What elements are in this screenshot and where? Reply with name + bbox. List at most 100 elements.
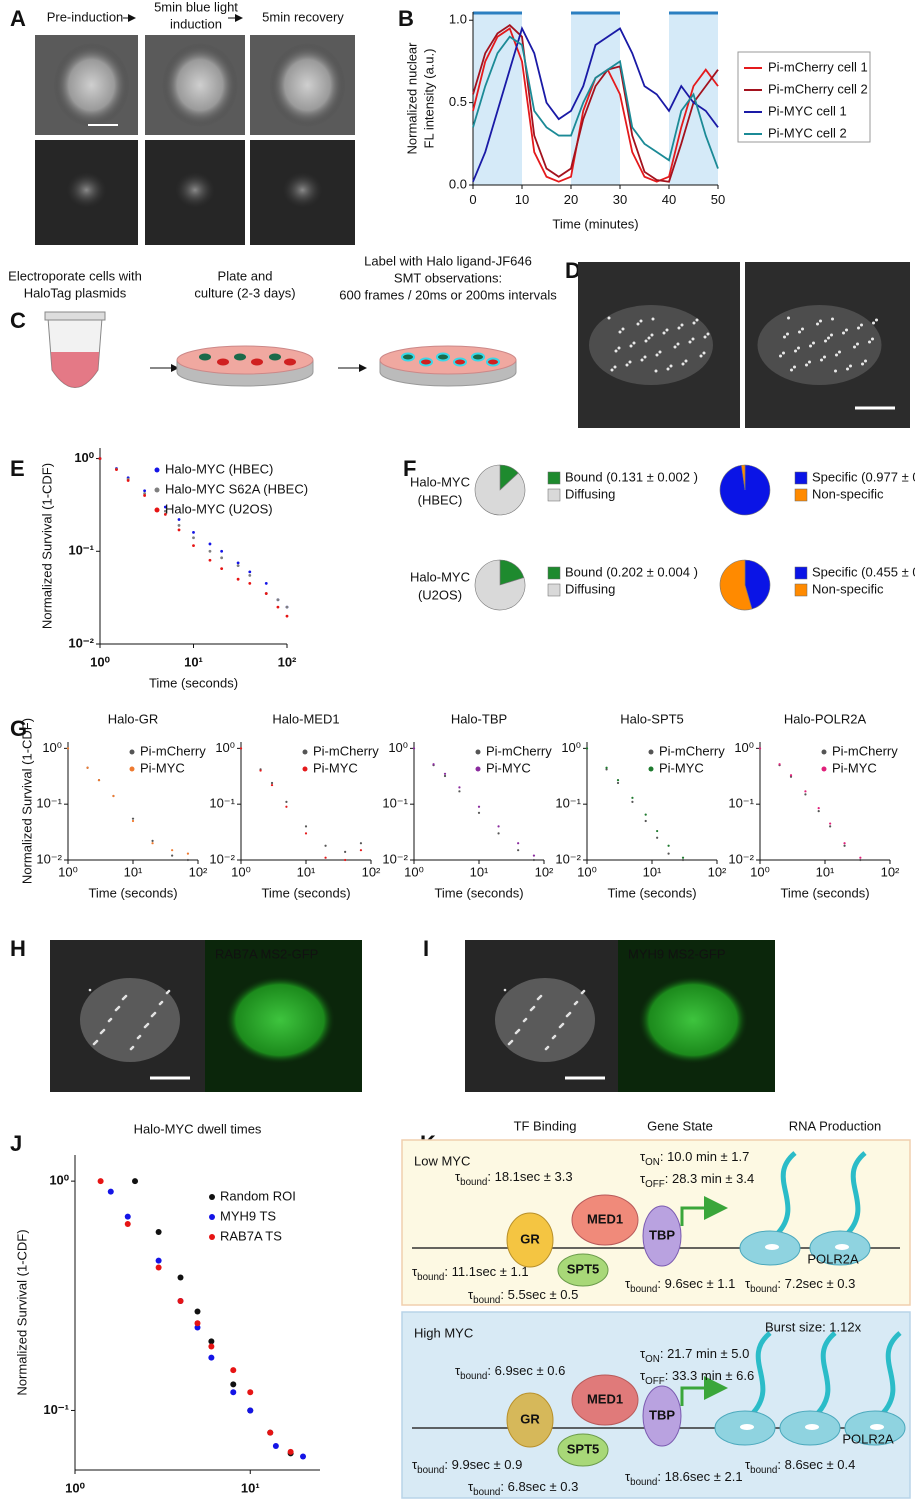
point [616, 781, 620, 785]
point [285, 805, 288, 808]
subscript: OFF [645, 1376, 665, 1387]
spot [793, 365, 796, 369]
point [287, 1448, 294, 1455]
spot [868, 340, 871, 344]
legend-swatch [154, 467, 160, 473]
kinetic-label: τbound: 18.1sec ± 3.3 [455, 1169, 573, 1187]
y-tick-label: 10⁰ [215, 740, 235, 755]
point [171, 854, 174, 857]
legend-swatch [302, 749, 308, 755]
spot [798, 330, 801, 334]
x-axis-title: Time (seconds) [434, 885, 523, 900]
x-tick-label: 10 [515, 192, 529, 207]
x-axis-title: Time (seconds) [607, 885, 696, 900]
cell [284, 358, 296, 366]
point [163, 505, 167, 509]
kinetic-label: τbound: 5.5sec ± 0.5 [468, 1287, 578, 1305]
point [143, 489, 147, 493]
burst-size: Burst size: 1.12x [765, 1319, 862, 1334]
y-tick-label: 10⁻¹ [382, 796, 408, 811]
spot [655, 353, 659, 357]
x-tick-label: 10⁰ [750, 864, 770, 879]
point [477, 811, 481, 814]
point [304, 825, 308, 828]
point [778, 763, 781, 766]
point [270, 783, 274, 787]
symbol: τ [640, 1346, 646, 1361]
tss-arrow [680, 1376, 728, 1406]
legend-label: Pi-MYC cell 2 [768, 125, 847, 140]
legend-swatch [794, 471, 808, 485]
spot [872, 321, 875, 325]
spot [861, 362, 864, 366]
x-tick-label: 10² [278, 655, 297, 670]
legend-label: Pi-mCherry [832, 743, 898, 758]
y-tick-label: 10⁻² [555, 851, 581, 866]
y-tick-label: 10⁻² [382, 851, 408, 866]
spot [808, 360, 811, 364]
y-tick-label: 10⁰ [734, 740, 754, 755]
subscript: bound [630, 1477, 657, 1488]
legend-label: Pi-MYC [313, 760, 358, 775]
spot [165, 991, 169, 995]
x-tick-label: 10² [362, 864, 381, 879]
row-label: (HBEC) [418, 492, 463, 507]
legend-swatch [794, 566, 808, 580]
kinetic-label: τbound: 7.2sec ± 0.3 [745, 1276, 855, 1294]
point [285, 605, 289, 609]
spot [514, 1031, 518, 1035]
rna [776, 1151, 797, 1235]
spot [565, 1014, 569, 1018]
point [171, 849, 174, 852]
value: : 33.3 min ± 6.6 [665, 1368, 755, 1383]
point [247, 1407, 254, 1414]
polymerase-groove [765, 1244, 779, 1250]
x-axis-title: Time (seconds) [88, 885, 177, 900]
point [194, 1308, 201, 1315]
point [192, 536, 195, 540]
polymerase-groove [740, 1424, 754, 1430]
y-tick-label: 10⁻² [728, 851, 754, 866]
y-axis-title: Normalized Survival (1-CDF) [14, 1229, 29, 1395]
column-title: Pre-induction [47, 9, 124, 24]
legend-label: Halo-MYC (U2OS) [165, 501, 273, 516]
point [163, 512, 167, 516]
spot [853, 345, 856, 349]
spot [107, 1019, 111, 1023]
cell [419, 357, 433, 367]
spot [573, 1002, 577, 1006]
subscript: bound [630, 1284, 657, 1295]
legend-swatch [648, 766, 654, 772]
x-tick-label: 10² [708, 864, 727, 879]
point [300, 1453, 307, 1460]
point [631, 796, 634, 799]
spot [629, 344, 633, 348]
protein-label: TBP [649, 1227, 675, 1242]
spot [129, 1047, 133, 1051]
legend-swatch [475, 749, 481, 755]
spot [625, 363, 629, 367]
point [236, 577, 240, 581]
point [230, 1389, 237, 1396]
spot [838, 350, 841, 354]
point [285, 614, 289, 618]
kinetic-label: τON: 21.7 min ± 5.0 [640, 1346, 749, 1364]
legend-label: Pi-mCherry [659, 743, 725, 758]
symbol: τ [412, 1264, 418, 1279]
legend-swatch [648, 749, 654, 755]
value: : 28.3 min ± 3.4 [665, 1171, 755, 1186]
point [230, 1367, 237, 1374]
spot [809, 344, 812, 348]
x-tick-label: 10¹ [297, 864, 316, 879]
point [267, 1429, 274, 1436]
series-line [472, 24, 719, 183]
point [443, 772, 447, 775]
point [270, 781, 274, 785]
point [143, 492, 147, 495]
y-axis-title: Normalized Survival (1-CDF) [19, 718, 34, 884]
series-line [472, 26, 719, 183]
pie-slice [741, 464, 746, 491]
pie-slice [719, 559, 753, 611]
spot [618, 330, 622, 334]
x-tick-label: 30 [613, 192, 627, 207]
